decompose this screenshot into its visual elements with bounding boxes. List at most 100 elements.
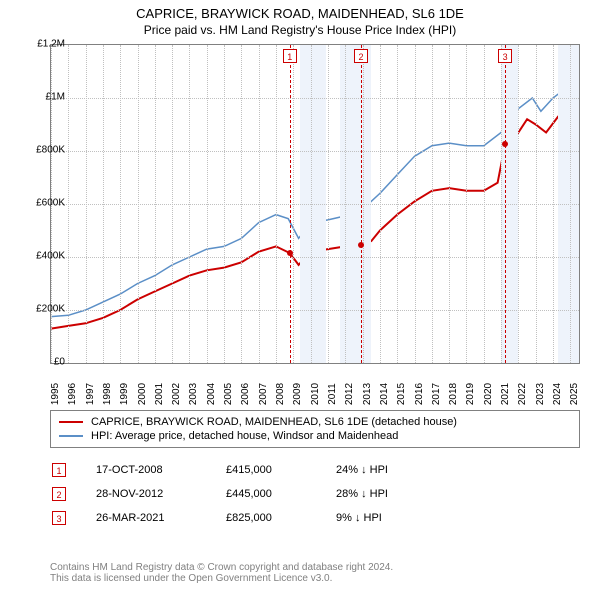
gridline-vertical — [241, 45, 242, 363]
x-axis-label: 2022 — [517, 383, 528, 405]
gridline-vertical — [207, 45, 208, 363]
gridline-vertical — [397, 45, 398, 363]
event-index-badge: 1 — [52, 463, 66, 477]
x-axis-label: 2016 — [414, 383, 425, 405]
y-axis-label: £400K — [36, 251, 65, 262]
gridline-vertical — [68, 45, 69, 363]
event-price: £415,000 — [226, 464, 306, 476]
chart-subtitle: Price paid vs. HM Land Registry's House … — [0, 21, 600, 37]
event-marker-line — [290, 45, 291, 363]
x-axis-label: 2015 — [396, 383, 407, 405]
gridline-horizontal — [51, 151, 579, 152]
event-dot — [358, 242, 364, 248]
footer-attribution: Contains HM Land Registry data © Crown c… — [50, 562, 393, 584]
x-axis-label: 2007 — [258, 383, 269, 405]
event-diff: 28% ↓ HPI — [336, 488, 436, 500]
x-axis-label: 2009 — [292, 383, 303, 405]
x-axis-label: 2002 — [171, 383, 182, 405]
event-row: 1 17-OCT-2008 £415,000 24% ↓ HPI — [50, 458, 580, 482]
gridline-vertical — [415, 45, 416, 363]
event-row: 228-NOV-2012£445,00028% ↓ HPI — [50, 482, 580, 506]
event-date: 17-OCT-2008 — [96, 464, 196, 476]
chart-legend: CAPRICE, BRAYWICK ROAD, MAIDENHEAD, SL6 … — [50, 410, 580, 448]
gridline-vertical — [120, 45, 121, 363]
y-axis-label: £600K — [36, 198, 65, 209]
x-axis-label: 2011 — [327, 383, 338, 405]
gridline-horizontal — [51, 310, 579, 311]
legend-label: HPI: Average price, detached house, Wind… — [91, 430, 398, 442]
gridline-vertical — [328, 45, 329, 363]
x-axis-label: 1998 — [102, 383, 113, 405]
x-axis-label: 2006 — [240, 383, 251, 405]
gridline-vertical — [189, 45, 190, 363]
x-axis-label: 1999 — [119, 383, 130, 405]
gridline-vertical — [138, 45, 139, 363]
event-marker-badge: 2 — [354, 49, 368, 63]
gridline-vertical — [293, 45, 294, 363]
gridline-vertical — [103, 45, 104, 363]
event-diff: 24% ↓ HPI — [336, 464, 436, 476]
x-axis-label: 2023 — [535, 383, 546, 405]
event-marker-badge: 1 — [283, 49, 297, 63]
gridline-vertical — [224, 45, 225, 363]
gridline-vertical — [363, 45, 364, 363]
gridline-vertical — [345, 45, 346, 363]
x-axis-label: 2017 — [431, 383, 442, 405]
x-axis-label: 2013 — [362, 383, 373, 405]
event-marker-line — [361, 45, 362, 363]
gridline-vertical — [501, 45, 502, 363]
x-axis-label: 1996 — [67, 383, 78, 405]
gridline-vertical — [449, 45, 450, 363]
footer-line-2: This data is licensed under the Open Gov… — [50, 573, 393, 584]
legend-swatch — [59, 421, 83, 423]
x-axis-label: 1997 — [85, 383, 96, 405]
gridline-vertical — [172, 45, 173, 363]
y-axis-label: £1M — [46, 92, 65, 103]
legend-label: CAPRICE, BRAYWICK ROAD, MAIDENHEAD, SL6 … — [91, 416, 457, 428]
event-index-badge: 3 — [52, 511, 66, 525]
chart-title: CAPRICE, BRAYWICK ROAD, MAIDENHEAD, SL6 … — [0, 0, 600, 21]
event-date: 26-MAR-2021 — [96, 512, 196, 524]
y-axis-label: £1.2M — [37, 39, 65, 50]
gridline-vertical — [553, 45, 554, 363]
gridline-vertical — [466, 45, 467, 363]
gridline-horizontal — [51, 98, 579, 99]
x-axis-label: 2024 — [552, 383, 563, 405]
y-axis-label: £200K — [36, 304, 65, 315]
event-diff: 9% ↓ HPI — [336, 512, 436, 524]
chart-plot-area: 1 2 3 — [50, 44, 580, 364]
x-axis-label: 2001 — [154, 383, 165, 405]
x-axis-label: 2008 — [275, 383, 286, 405]
gridline-horizontal — [51, 257, 579, 258]
gridline-vertical — [432, 45, 433, 363]
gridline-vertical — [380, 45, 381, 363]
event-dot — [502, 141, 508, 147]
gridline-vertical — [484, 45, 485, 363]
x-axis-label: 2021 — [500, 383, 511, 405]
gridline-vertical — [536, 45, 537, 363]
x-axis-label: 2012 — [344, 383, 355, 405]
x-axis-label: 2000 — [137, 383, 148, 405]
gridline-vertical — [155, 45, 156, 363]
legend-item: CAPRICE, BRAYWICK ROAD, MAIDENHEAD, SL6 … — [59, 415, 571, 429]
x-axis-label: 2020 — [483, 383, 494, 405]
event-price: £445,000 — [226, 488, 306, 500]
gridline-vertical — [518, 45, 519, 363]
x-axis-label: 1995 — [50, 383, 61, 405]
event-marker-badge: 3 — [498, 49, 512, 63]
legend-swatch — [59, 435, 83, 437]
event-dot — [287, 250, 293, 256]
event-price: £825,000 — [226, 512, 306, 524]
gridline-vertical — [259, 45, 260, 363]
x-axis-label: 2014 — [379, 383, 390, 405]
x-axis-label: 2003 — [188, 383, 199, 405]
gridline-horizontal — [51, 204, 579, 205]
legend-item: HPI: Average price, detached house, Wind… — [59, 429, 571, 443]
event-date: 28-NOV-2012 — [96, 488, 196, 500]
x-axis-label: 2018 — [448, 383, 459, 405]
gridline-vertical — [570, 45, 571, 363]
event-row: 3 26-MAR-2021 £825,000 9% ↓ HPI — [50, 506, 580, 530]
event-marker-line — [505, 45, 506, 363]
x-axis-label: 2004 — [206, 383, 217, 405]
y-axis-label: £800K — [36, 145, 65, 156]
